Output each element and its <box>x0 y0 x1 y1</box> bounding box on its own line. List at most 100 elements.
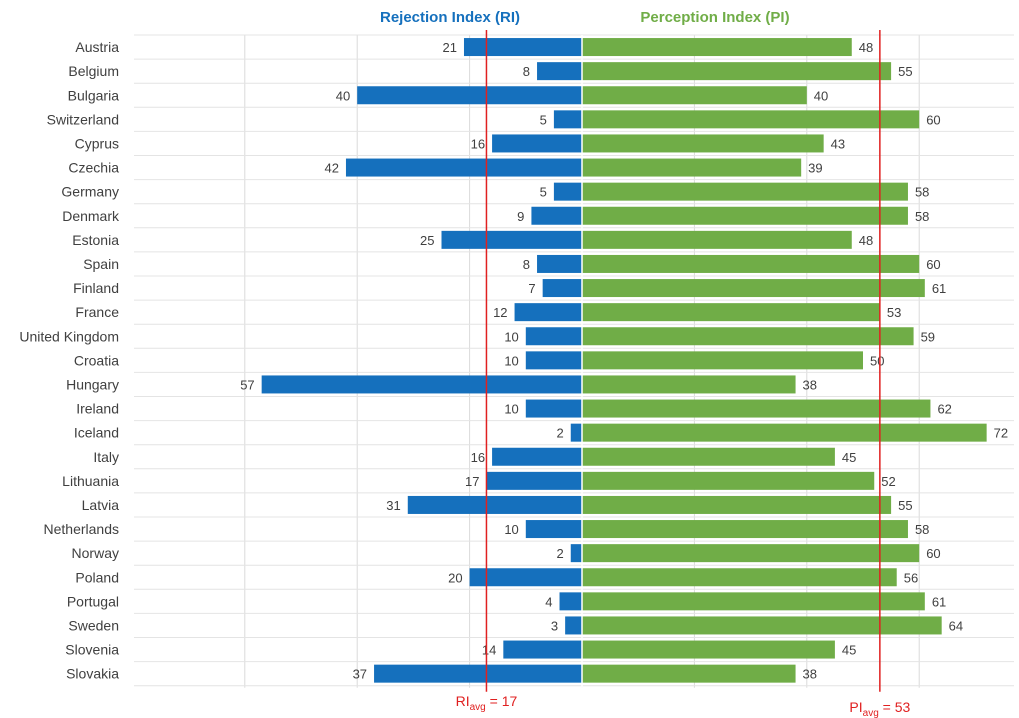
bar-pi-austria <box>582 38 852 57</box>
value-label-pi-poland: 56 <box>904 570 918 585</box>
country-label-iceland: Iceland <box>74 425 119 441</box>
value-label-ri-hungary: 57 <box>240 377 254 392</box>
bar-pi-bulgaria <box>582 86 807 105</box>
country-label-estonia: Estonia <box>72 232 119 248</box>
value-label-ri-iceland: 2 <box>557 426 564 441</box>
bar-ri-cyprus <box>492 134 582 153</box>
value-label-ri-poland: 20 <box>448 570 462 585</box>
bar-pi-poland <box>582 568 897 587</box>
value-label-ri-norway: 2 <box>557 546 564 561</box>
value-label-ri-czechia: 42 <box>324 161 338 176</box>
value-label-pi-cyprus: 43 <box>831 136 845 151</box>
bar-pi-czechia <box>582 158 802 177</box>
value-label-pi-italy: 45 <box>842 450 856 465</box>
value-label-pi-switzerland: 60 <box>926 112 940 127</box>
bar-pi-cyprus <box>582 134 824 153</box>
value-label-pi-czechia: 39 <box>808 161 822 176</box>
country-label-cyprus: Cyprus <box>75 135 119 151</box>
value-label-pi-denmark: 58 <box>915 209 929 224</box>
avg-label-pi: PIavg = 53 <box>849 699 910 718</box>
value-label-ri-finland: 7 <box>528 281 535 296</box>
value-label-ri-lithuania: 17 <box>465 474 479 489</box>
value-label-ri-ireland: 10 <box>504 402 518 417</box>
value-label-ri-denmark: 9 <box>517 209 524 224</box>
country-label-ireland: Ireland <box>76 401 119 417</box>
country-label-france: France <box>75 304 119 320</box>
bar-pi-norway <box>582 544 920 563</box>
bar-ri-sweden <box>565 616 582 635</box>
country-label-norway: Norway <box>72 545 119 561</box>
bar-ri-slovenia <box>503 640 582 659</box>
bar-pi-ireland <box>582 399 931 418</box>
country-label-switzerland: Switzerland <box>47 111 119 127</box>
bar-ri-france <box>514 303 582 322</box>
bar-pi-denmark <box>582 206 908 225</box>
value-label-ri-bulgaria: 40 <box>336 88 350 103</box>
value-label-ri-slovakia: 37 <box>353 667 367 682</box>
country-label-austria: Austria <box>75 39 119 55</box>
value-label-ri-slovenia: 14 <box>482 643 496 658</box>
bar-ri-bulgaria <box>357 86 582 105</box>
value-label-pi-germany: 58 <box>915 185 929 200</box>
country-label-czechia: Czechia <box>68 160 119 176</box>
country-label-latvia: Latvia <box>82 497 120 513</box>
bar-pi-latvia <box>582 495 892 514</box>
value-label-ri-sweden: 3 <box>551 618 558 633</box>
value-label-pi-hungary: 38 <box>803 377 817 392</box>
bar-ri-germany <box>553 182 582 201</box>
value-label-pi-sweden: 64 <box>949 618 963 633</box>
bar-pi-italy <box>582 447 835 466</box>
value-label-pi-iceland: 72 <box>994 426 1008 441</box>
country-label-slovenia: Slovenia <box>65 642 119 658</box>
bar-ri-denmark <box>531 206 582 225</box>
bar-ri-spain <box>537 254 582 273</box>
bar-pi-slovenia <box>582 640 835 659</box>
bar-pi-portugal <box>582 592 925 611</box>
bar-ri-croatia <box>525 351 582 370</box>
bar-pi-germany <box>582 182 908 201</box>
country-label-germany: Germany <box>61 184 119 200</box>
value-label-pi-ireland: 62 <box>937 402 951 417</box>
value-label-ri-italy: 16 <box>471 450 485 465</box>
value-label-pi-bulgaria: 40 <box>814 88 828 103</box>
country-label-bulgaria: Bulgaria <box>68 87 120 103</box>
country-label-spain: Spain <box>83 256 119 272</box>
value-label-pi-united-kingdom: 59 <box>921 329 935 344</box>
bar-pi-slovakia <box>582 664 796 683</box>
value-label-pi-netherlands: 58 <box>915 522 929 537</box>
value-label-pi-norway: 60 <box>926 546 940 561</box>
value-label-pi-latvia: 55 <box>898 498 912 513</box>
value-label-pi-spain: 60 <box>926 257 940 272</box>
bar-ri-italy <box>492 447 582 466</box>
country-label-portugal: Portugal <box>67 593 119 609</box>
country-label-lithuania: Lithuania <box>62 473 119 489</box>
bar-ri-czechia <box>345 158 582 177</box>
series-header-ri: Rejection Index (RI) <box>380 9 520 26</box>
bar-ri-austria <box>463 38 582 57</box>
bar-ri-norway <box>570 544 582 563</box>
country-label-united-kingdom: United Kingdom <box>19 328 119 344</box>
value-label-pi-austria: 48 <box>859 40 873 55</box>
value-label-ri-spain: 8 <box>523 257 530 272</box>
bar-ri-belgium <box>537 62 582 81</box>
bar-ri-slovakia <box>374 664 582 683</box>
country-label-netherlands: Netherlands <box>44 521 120 537</box>
value-label-ri-estonia: 25 <box>420 233 434 248</box>
value-label-pi-belgium: 55 <box>898 64 912 79</box>
value-label-ri-latvia: 31 <box>386 498 400 513</box>
bar-pi-iceland <box>582 423 987 442</box>
value-label-ri-netherlands: 10 <box>504 522 518 537</box>
bar-ri-poland <box>469 568 582 587</box>
bar-ri-united-kingdom <box>525 327 582 346</box>
value-label-pi-finland: 61 <box>932 281 946 296</box>
bar-pi-croatia <box>582 351 863 370</box>
value-label-pi-croatia: 50 <box>870 353 884 368</box>
bar-ri-portugal <box>559 592 582 611</box>
value-label-pi-estonia: 48 <box>859 233 873 248</box>
bar-pi-finland <box>582 279 925 298</box>
bar-pi-netherlands <box>582 520 908 539</box>
value-label-ri-united-kingdom: 10 <box>504 329 518 344</box>
country-label-poland: Poland <box>75 569 119 585</box>
value-label-ri-portugal: 4 <box>545 594 552 609</box>
